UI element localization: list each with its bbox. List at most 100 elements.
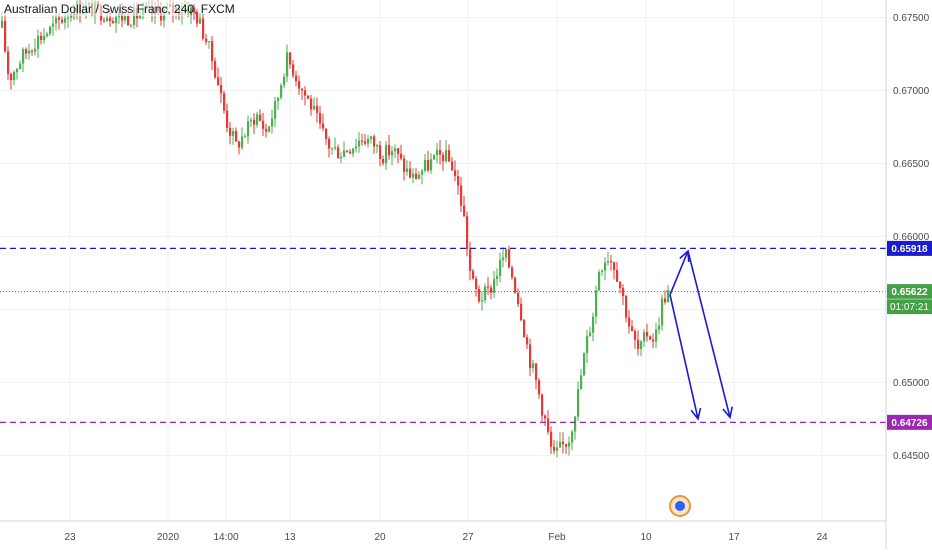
candle	[622, 284, 625, 306]
candle	[112, 17, 115, 24]
candle	[562, 432, 565, 454]
price-badge-label: 0.65918	[891, 244, 928, 255]
candle	[217, 67, 220, 86]
candle	[442, 152, 445, 171]
candle	[103, 17, 106, 23]
candle	[46, 31, 49, 38]
time-axis[interactable]: 23 2020 14:00 13 20 27 Feb 10 17 24	[64, 532, 828, 543]
x-tick-label: 10	[640, 532, 652, 543]
candle	[358, 132, 361, 153]
candle	[25, 47, 28, 60]
projection-arrows[interactable]	[669, 249, 733, 421]
candle	[631, 319, 634, 332]
price-badge-label: 0.64726	[891, 418, 928, 429]
x-tick-label: 13	[284, 532, 296, 543]
candle	[547, 410, 550, 435]
price-badges: 0.65918 0.64726 0.65622 01:07:21	[887, 240, 932, 430]
candle	[481, 291, 484, 311]
x-tick-label: 17	[728, 532, 740, 543]
candle	[259, 109, 262, 122]
candle	[247, 115, 250, 144]
candle	[559, 432, 562, 448]
candle	[208, 41, 211, 50]
candle	[28, 43, 31, 60]
candle	[286, 44, 289, 83]
arrowhead-icon	[722, 406, 733, 420]
candle	[331, 147, 334, 155]
candle	[433, 154, 436, 161]
candle	[484, 283, 487, 303]
candle	[343, 141, 346, 158]
candle	[436, 142, 439, 164]
support-badge	[887, 414, 932, 430]
candle	[412, 168, 415, 183]
candle	[526, 334, 529, 350]
candle	[523, 318, 526, 338]
candle	[322, 113, 325, 132]
candle	[490, 284, 493, 300]
candle	[280, 83, 283, 100]
candle	[460, 177, 463, 213]
candle	[346, 150, 349, 153]
candle	[364, 133, 367, 146]
candle	[448, 144, 451, 163]
candle	[610, 254, 613, 271]
candle	[214, 57, 217, 80]
candle	[373, 134, 376, 154]
candle	[532, 359, 535, 373]
candle	[565, 443, 568, 455]
candle	[475, 276, 478, 297]
y-tick-label: 0.65000	[893, 378, 930, 389]
candle	[397, 147, 400, 164]
candle	[646, 323, 649, 342]
candle	[256, 111, 259, 128]
candle	[421, 168, 424, 185]
candle	[223, 90, 226, 114]
arrow-down-to-support-2[interactable]	[687, 250, 733, 420]
candle	[367, 135, 370, 148]
candle	[493, 271, 496, 298]
candle	[22, 47, 25, 73]
candle	[226, 103, 229, 133]
candle	[325, 128, 328, 145]
candle	[496, 268, 499, 287]
logo-inner-icon	[675, 501, 685, 511]
x-tick-label: 23	[64, 532, 76, 543]
candle	[253, 113, 256, 134]
logo-badge[interactable]	[669, 495, 691, 517]
candle	[394, 144, 397, 158]
candle	[439, 140, 442, 165]
candle	[514, 276, 517, 294]
candle	[376, 143, 379, 154]
candle	[613, 261, 616, 280]
x-tick-label: 24	[816, 532, 828, 543]
candle	[115, 13, 118, 33]
candle	[415, 167, 418, 180]
candle	[349, 148, 352, 155]
candle	[238, 140, 241, 155]
candle	[31, 49, 34, 56]
candle	[400, 144, 403, 161]
arrow-down-to-support-1[interactable]	[669, 294, 702, 421]
candle	[61, 16, 64, 25]
horizontal-levels[interactable]	[0, 247, 886, 423]
candle	[655, 322, 658, 349]
candle	[361, 133, 364, 146]
candle	[619, 281, 622, 294]
candle	[193, 4, 196, 21]
candle	[664, 290, 667, 305]
candle	[535, 362, 538, 389]
candle	[409, 161, 412, 179]
candle	[427, 150, 430, 173]
candle	[406, 160, 409, 176]
grid	[0, 0, 886, 521]
candle	[640, 340, 643, 357]
candle	[601, 269, 604, 276]
candle	[205, 34, 208, 45]
candle	[337, 144, 340, 159]
candle	[202, 14, 205, 41]
candle	[499, 252, 502, 283]
candle	[571, 429, 574, 451]
